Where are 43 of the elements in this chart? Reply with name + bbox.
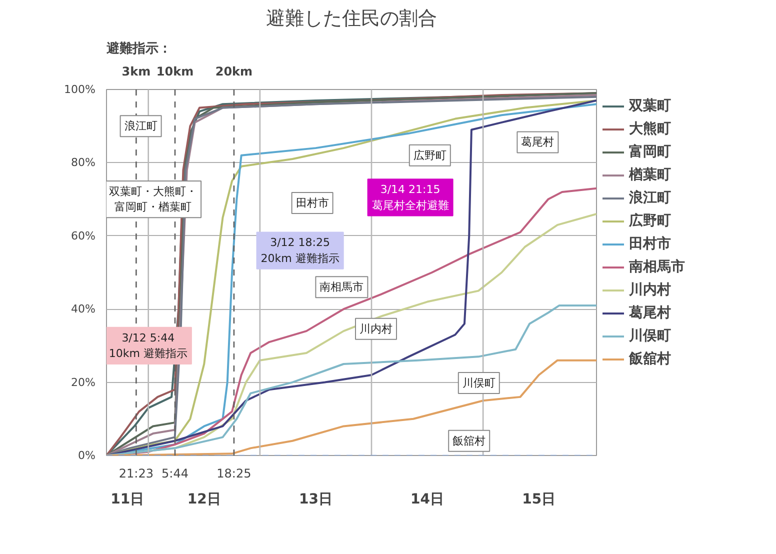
legend-label: 広野町 (629, 212, 671, 231)
y-tick-label: 60% (71, 229, 96, 242)
annotation: 南相馬市 (320, 280, 364, 294)
annotation: 3/12 5:44 10km 避難指示 (108, 331, 188, 360)
annotation: 3/14 21:15 葛尾村全村避難 (372, 183, 449, 212)
legend-label: 浪江町 (629, 189, 671, 208)
legend-label: 田村市 (629, 234, 671, 254)
legend-label: 南相馬市 (629, 258, 685, 277)
chart-title: 避難した住民の割合 (266, 8, 437, 30)
legend-label: 川俣町 (629, 327, 671, 346)
text: 14日 (410, 492, 444, 508)
legend-label: 川内村 (629, 281, 671, 300)
annotation: 3/12 18:25 20km 避難指示 (260, 236, 340, 265)
y-tick-label: 0% (78, 449, 96, 462)
legend-label: 葛尾村 (629, 304, 671, 323)
annotation: 浪江町 (124, 120, 158, 133)
text: 避難指示： (106, 40, 172, 56)
text: 11日 (110, 492, 144, 508)
annotation: 飯舘村 (452, 434, 486, 448)
x-tick-label: 5:44 (162, 466, 188, 480)
annotation: 双葉町・大熊町・富岡町・楢葉町 (109, 185, 198, 214)
legend-label: 双葉町 (629, 97, 671, 116)
y-tick-label: 100% (64, 83, 96, 96)
annotation: 葛尾村 (521, 136, 554, 149)
text: 15日 (522, 492, 556, 508)
annotation: 田村市 (296, 196, 329, 210)
y-tick-label: 20% (71, 376, 96, 389)
annotation: 川内村 (360, 322, 392, 336)
annotation: 川俣町 (462, 376, 496, 390)
text: 12日 (187, 492, 221, 508)
y-tick-label: 80% (71, 156, 96, 170)
ref-line-label: 3km (122, 64, 151, 78)
ref-line-label: 20km (215, 64, 253, 78)
text: 13日 (298, 492, 332, 508)
x-tick-label: 18:25 (216, 466, 252, 480)
y-tick-label: 40% (71, 302, 96, 316)
legend-label: 大熊町 (629, 120, 671, 139)
legend-label: 飯舘村 (629, 350, 671, 369)
annotation: 広野町 (413, 148, 446, 162)
legend-label: 富岡町 (629, 143, 671, 162)
legend-label: 楢葉町 (629, 166, 671, 185)
ref-line-label: 10km (156, 64, 194, 78)
x-tick-label: 21:23 (118, 466, 154, 480)
